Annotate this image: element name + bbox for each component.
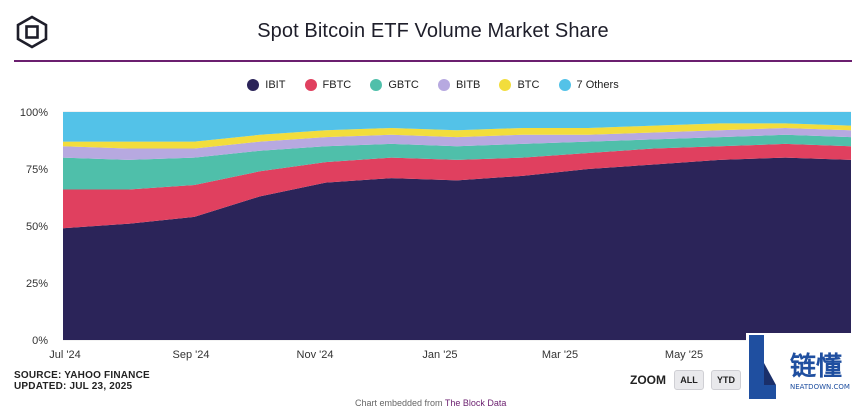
title-divider: [14, 60, 852, 62]
y-tick-label: 25%: [26, 278, 48, 290]
embed-credit: Chart embedded from The Block Data: [355, 398, 506, 408]
legend-label: BITB: [455, 79, 481, 91]
watermark: 链懂 NEATDOWN.COM: [746, 333, 866, 403]
legend-item-others[interactable]: 7 Others: [558, 79, 619, 91]
x-tick-label: Mar '25: [542, 349, 578, 361]
y-tick-label: 75%: [26, 164, 48, 176]
legend-swatch: [247, 79, 260, 91]
legend-label: FBTC: [322, 79, 352, 91]
legend-swatch: [304, 79, 317, 91]
stacked-area-chart: 0% 25% 50% 75% 100% Jul '24 Sep '24 Nov '24 Jan …: [20, 107, 851, 361]
legend-label: GBTC: [388, 79, 419, 91]
watermark-cjk: 链懂: [790, 351, 842, 382]
x-tick-label: May '25: [665, 349, 703, 361]
source-text: SOURCE: YAHOO FINANCE: [14, 370, 150, 381]
legend-swatch: [558, 79, 571, 91]
y-tick-label: 100%: [20, 107, 48, 119]
x-tick-label: Jul '24: [49, 349, 80, 361]
credit-prefix: Chart embedded from: [355, 398, 443, 408]
chart-legend: IBIT FBTC GBTC BITB BTC 7 Others: [0, 79, 866, 94]
legend-swatch: [499, 79, 512, 91]
legend-item-ibit[interactable]: IBIT: [247, 79, 285, 91]
zoom-ytd-button[interactable]: YTD: [711, 370, 741, 390]
the-block-logo-icon: [16, 15, 48, 49]
area-series-7-others[interactable]: [63, 112, 851, 142]
credit-source-link[interactable]: The Block Data: [444, 398, 507, 408]
area-series-gbtc[interactable]: [63, 134, 851, 190]
legend-label: 7 Others: [576, 79, 619, 91]
updated-text: UPDATED: JUL 23, 2025: [14, 381, 133, 392]
area-series-bitb[interactable]: [63, 127, 851, 160]
watermark-logo-icon: 链懂 NEATDOWN.COM: [749, 335, 850, 399]
chart-title: Spot Bitcoin ETF Volume Market Share: [257, 20, 609, 42]
y-tick-label: 50%: [26, 221, 48, 233]
legend-item-btc[interactable]: BTC: [499, 79, 539, 91]
legend-item-gbtc[interactable]: GBTC: [370, 79, 419, 91]
x-tick-label: Nov '24: [297, 349, 334, 361]
legend-label: BTC: [517, 79, 540, 91]
area-series-fbtc[interactable]: [63, 143, 851, 229]
zoom-label: ZOOM: [630, 373, 666, 387]
legend-label: IBIT: [265, 79, 286, 91]
legend-item-bitb[interactable]: BITB: [437, 79, 481, 91]
watermark-sub: NEATDOWN.COM: [790, 383, 850, 391]
area-series-ibit[interactable]: [63, 157, 851, 340]
zoom-controls: ZOOM ALL YTD: [630, 370, 748, 390]
legend-swatch: [437, 79, 450, 91]
x-tick-label: Sep '24: [173, 349, 210, 361]
chart-footer: SOURCE: YAHOO FINANCE UPDATED: JUL 23, 2…: [14, 370, 150, 392]
legend-item-fbtc[interactable]: FBTC: [304, 79, 352, 91]
zoom-all-button[interactable]: ALL: [674, 370, 704, 390]
y-tick-label: 0%: [32, 335, 48, 347]
area-series-btc[interactable]: [63, 123, 851, 149]
legend-swatch: [370, 79, 383, 91]
x-tick-label: Jan '25: [422, 349, 457, 361]
